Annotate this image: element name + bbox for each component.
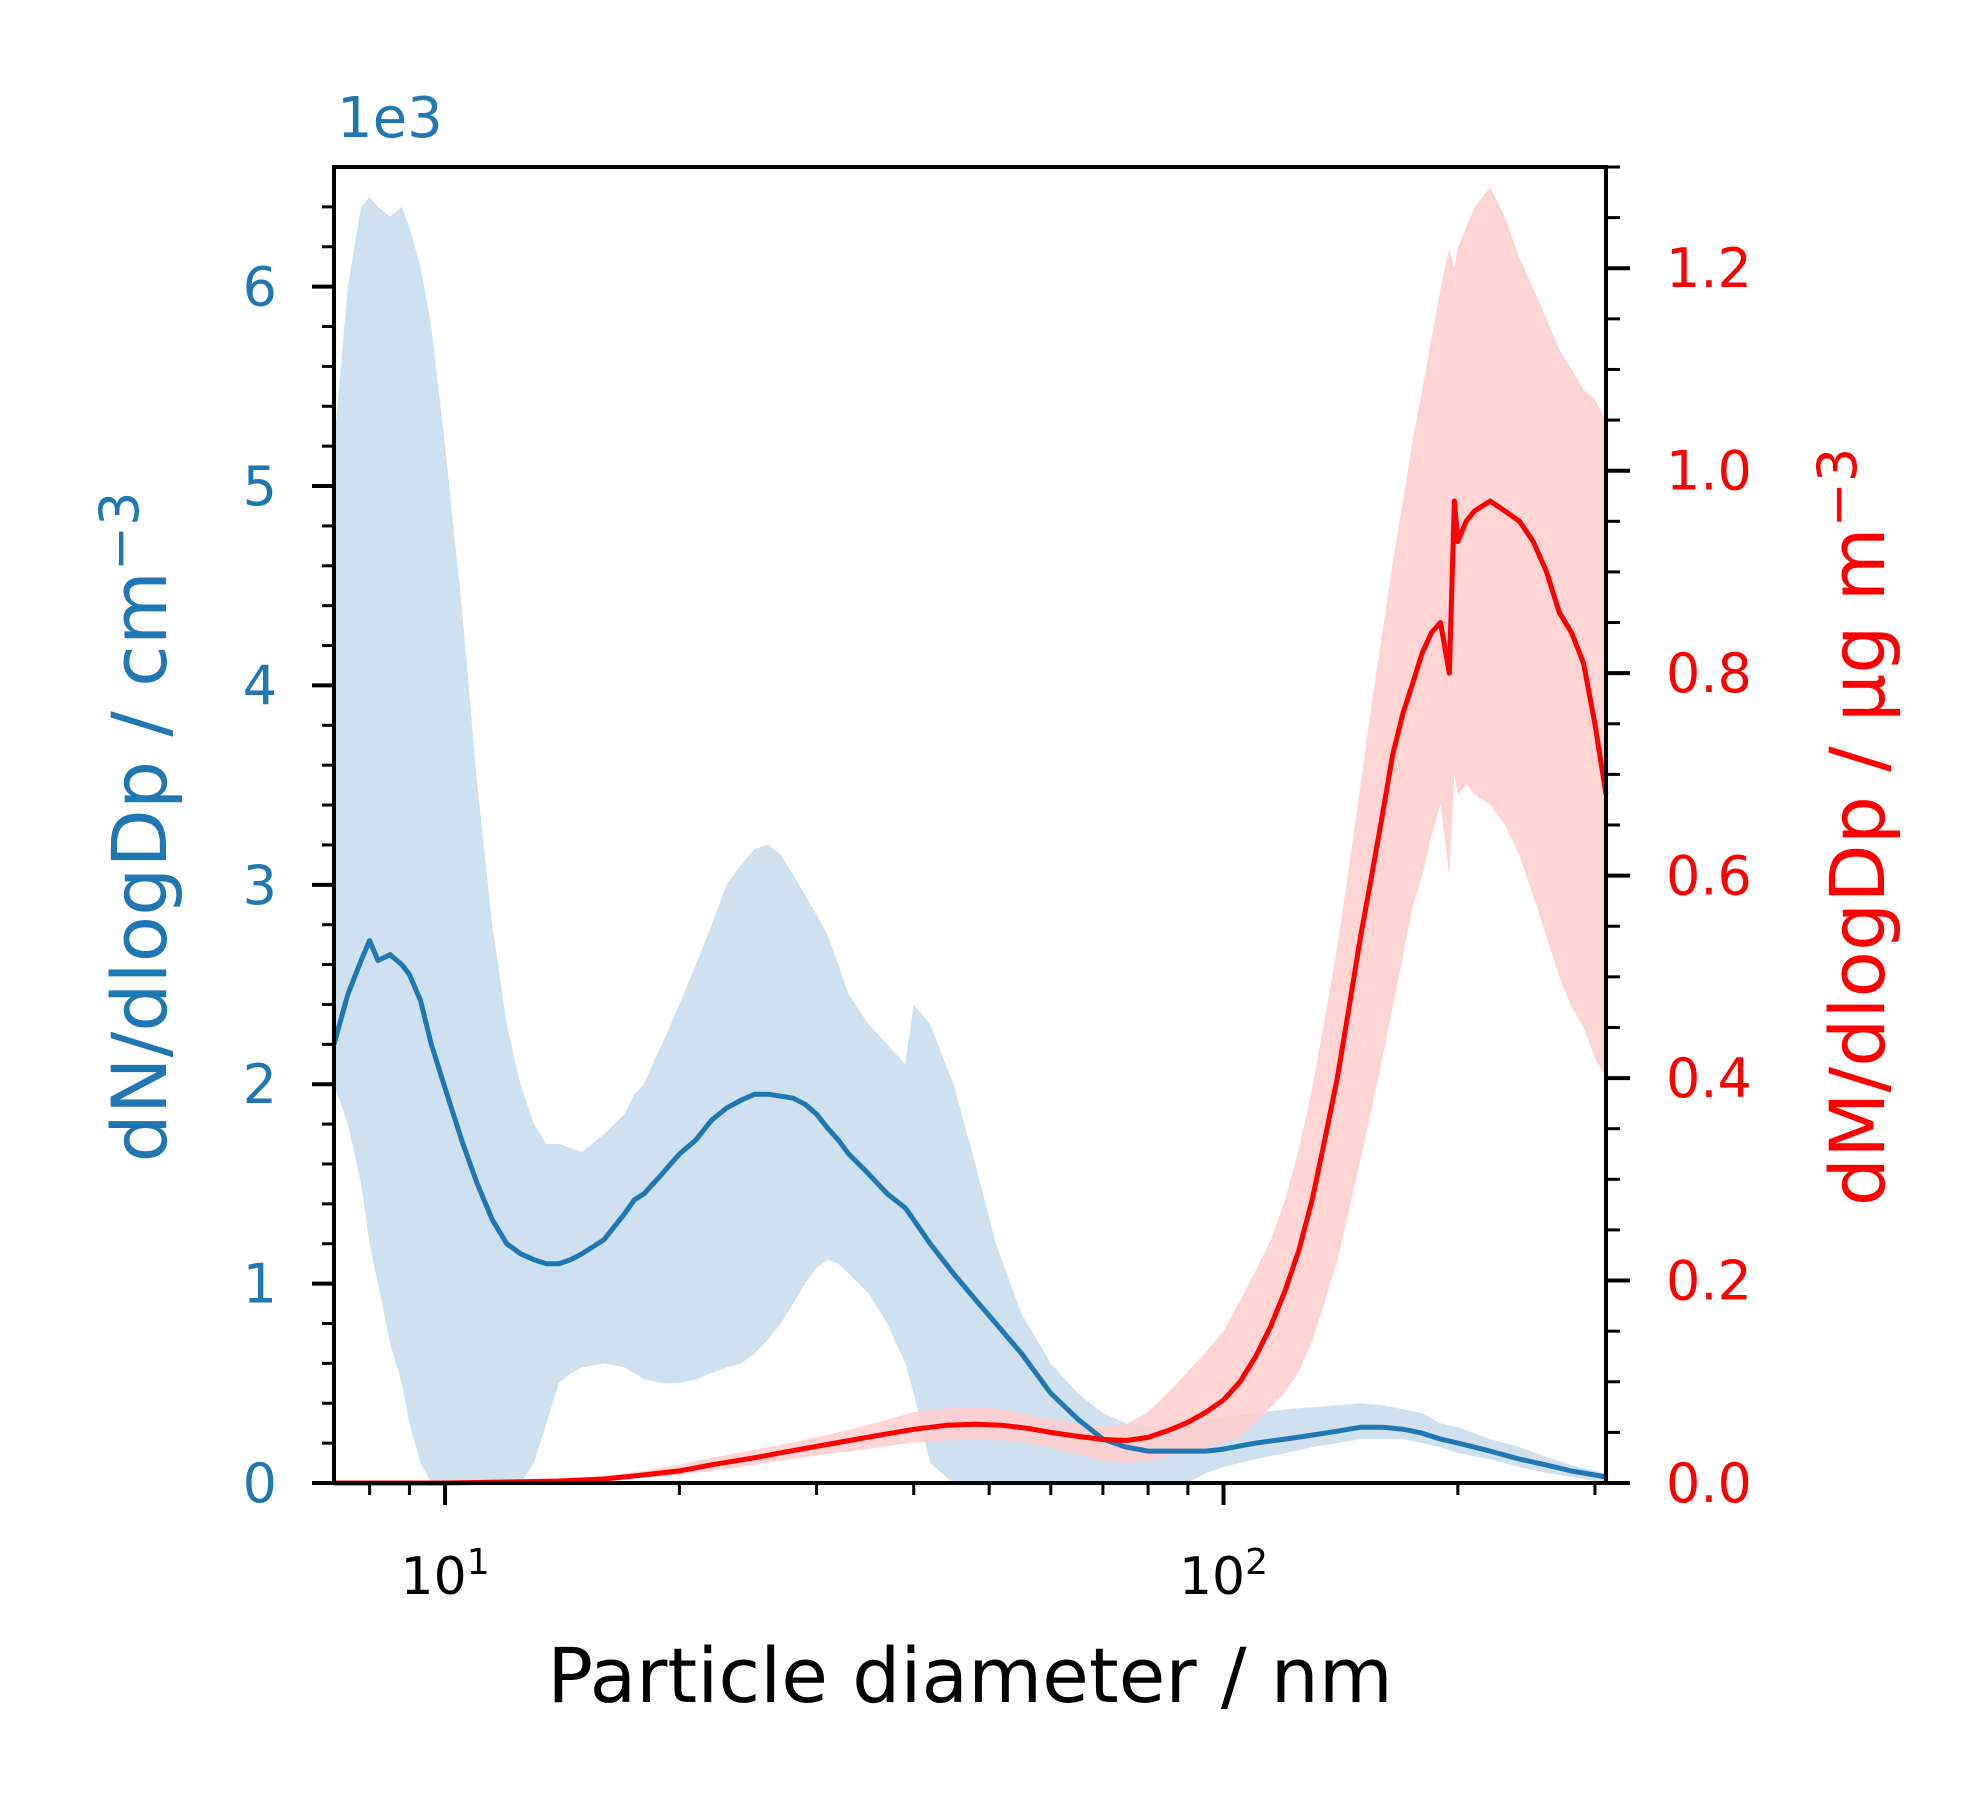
right-axis-title: dM/dlogDp / μg m−3 [1806,448,1902,1207]
left-tick-label: 6 [243,256,277,319]
left-y-axis: 0 1 2 3 4 5 6 [243,205,334,1515]
left-tick-label: 3 [243,854,277,917]
right-tick-label: 0.4 [1666,1047,1752,1110]
mass-distribution-line [334,498,1609,1486]
left-tick-label: 2 [243,1053,277,1116]
right-tick-label: 0.6 [1666,845,1752,908]
x-axis-title: Particle diameter / nm [547,1631,1393,1720]
left-axis-offset-text: 1e3 [337,86,443,151]
left-axis-title-text: dN/dlogDp / cm [95,571,184,1162]
right-tick-label: 1.2 [1666,237,1752,300]
left-tick-label: 5 [243,455,277,518]
mass-uncertainty-band [334,187,1606,1484]
left-tick-label: 4 [243,654,277,717]
right-tick-label: 1.0 [1666,440,1752,503]
right-tick-label: 0.8 [1666,642,1752,705]
data-lines [331,498,1609,1486]
left-axis-title: dN/dlogDp / cm−3 [88,492,184,1163]
uncertainty-bands [334,187,1606,1484]
right-axis-title-text: dM/dlogDp / μg m [1813,527,1902,1206]
right-y-axis: 0.0 0.2 0.4 0.6 0.8 1.0 1.2 [1606,165,1752,1515]
number-uncertainty-band [334,196,1606,1483]
left-axis-title-exponent: −3 [88,492,151,572]
right-tick-label: 0.0 [1666,1452,1752,1515]
left-tick-label: 1 [243,1253,277,1316]
right-axis-title-exponent: −3 [1806,448,1869,528]
number-distribution-line [331,938,1607,1480]
x-axis: 101 102 [368,1483,1597,1607]
x-tick-label: 102 [1179,1542,1268,1607]
left-tick-label: 0 [243,1452,277,1515]
right-tick-label: 0.2 [1666,1250,1752,1313]
x-tick-label: 101 [401,1542,490,1607]
